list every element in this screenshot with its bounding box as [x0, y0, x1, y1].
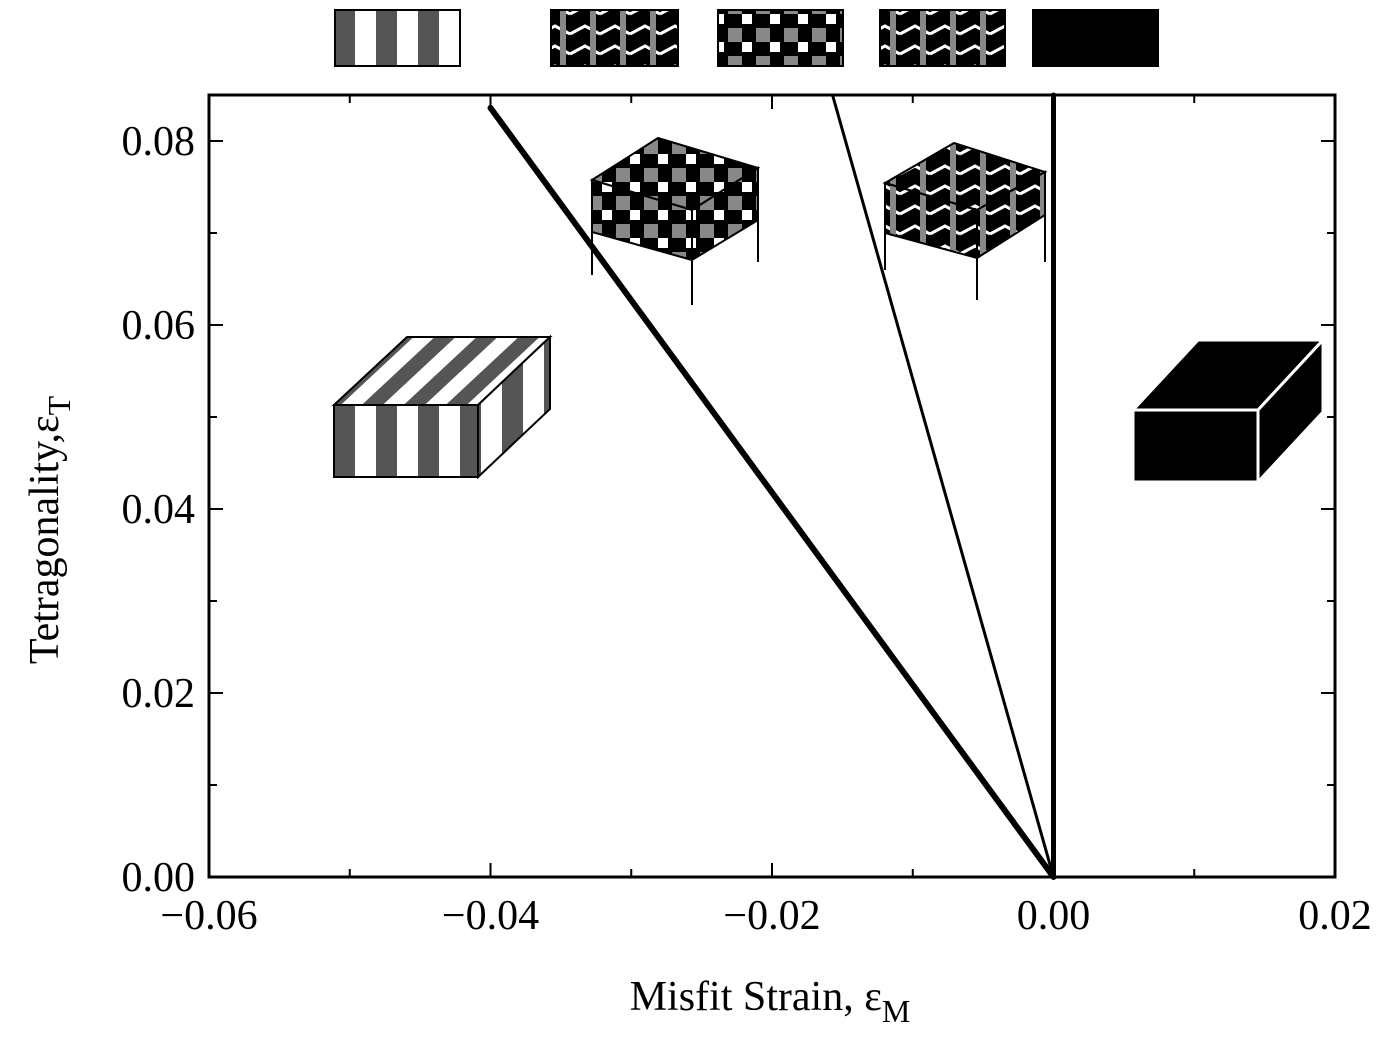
boundary-line	[831, 93, 1055, 879]
x-tick-label: 0.02	[1298, 893, 1372, 939]
x-tick-label: −0.02	[723, 893, 820, 939]
domain-insets	[331, 136, 1327, 486]
phase-icons	[334, 9, 1159, 67]
x-tick-label: 0.00	[1017, 893, 1091, 939]
y-tick-label: 0.06	[122, 303, 196, 349]
x-tick-label: −0.04	[442, 893, 539, 939]
y-axis-title: Tetragonality,εT	[22, 395, 77, 664]
x-tick-label: −0.06	[160, 893, 257, 939]
y-tick-label: 0.00	[122, 855, 196, 901]
y-tick-label: 0.08	[122, 119, 196, 165]
x-axis-title: Misfit Strain, εM	[630, 974, 911, 1029]
y-tick-label: 0.02	[122, 671, 196, 717]
y-tick-label: 0.04	[122, 487, 196, 533]
boundary-line	[487, 104, 1057, 880]
plot-frame	[207, 93, 1337, 879]
